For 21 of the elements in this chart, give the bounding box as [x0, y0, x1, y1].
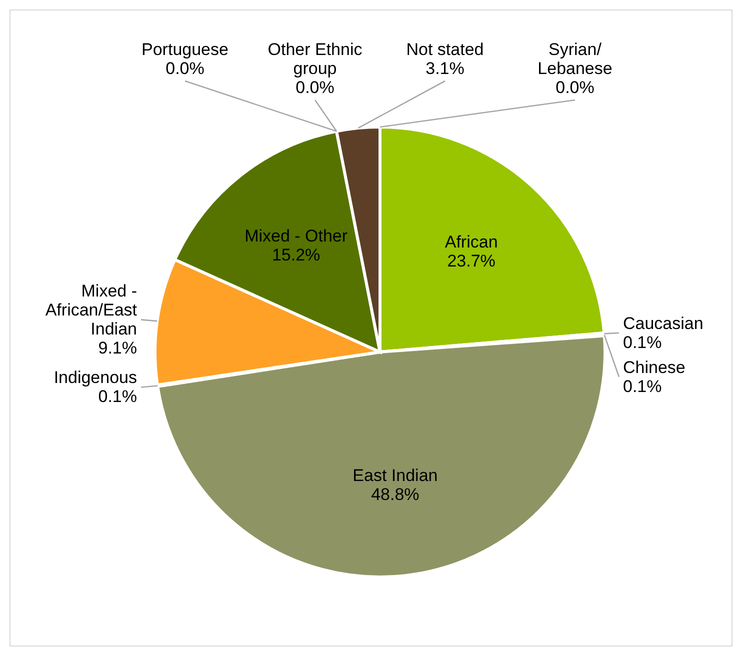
slice-label: Mixed - African/East Indian	[45, 282, 138, 339]
data-label: 0.1%	[623, 376, 662, 396]
text: 0.0%	[296, 78, 334, 97]
data-label: 23.7%	[447, 252, 496, 271]
category-label: Other Ethnic group	[268, 40, 362, 78]
data-label: 0.1%	[98, 387, 137, 406]
data-label: 0.1%	[623, 332, 662, 352]
data-label: 48.8%	[371, 485, 420, 504]
data-label: 9.1%	[98, 338, 137, 358]
slice-label: Mixed - Other	[244, 226, 348, 246]
slice-label: Not stated	[406, 40, 484, 59]
data-label: 3.1%	[426, 59, 464, 78]
category-label: Syrian/Lebanese	[538, 40, 612, 78]
slice-label: Indigenous	[54, 368, 137, 388]
category-label: Portuguese	[142, 40, 228, 59]
slice-label: East Indian	[352, 466, 438, 486]
slice-label: Chinese	[623, 358, 686, 377]
slice-label: Caucasian	[623, 314, 704, 333]
slice-label: African	[444, 232, 498, 252]
text: 0.0%	[556, 78, 594, 97]
text: 0.0%	[166, 59, 204, 78]
